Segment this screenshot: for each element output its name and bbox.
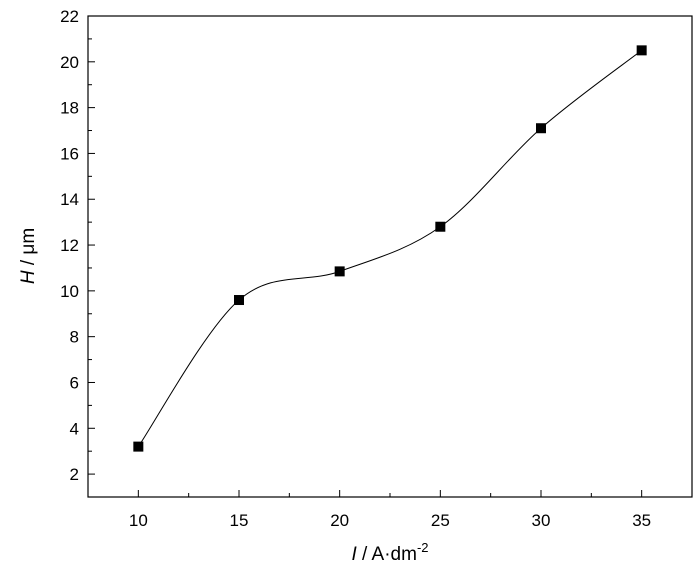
x-tick-label: 10 [129, 511, 148, 530]
y-tick-label: 18 [60, 99, 79, 118]
x-tick-label: 25 [431, 511, 450, 530]
y-tick-label: 6 [70, 373, 79, 392]
y-tick-label: 8 [70, 328, 79, 347]
y-tick-label: 22 [60, 7, 79, 26]
y-tick-label: 14 [60, 190, 79, 209]
y-tick-label: 2 [70, 465, 79, 484]
data-markers [133, 45, 647, 452]
data-point [435, 221, 446, 232]
data-point [133, 441, 144, 452]
y-axis-ticks: 2 4 6 8 10 12 14 16 18 20 22 [60, 7, 95, 498]
x-tick-label: 15 [230, 511, 249, 530]
x-axis-title: I / A·dm-2 [351, 540, 428, 565]
y-tick-label: 4 [70, 419, 79, 438]
y-tick-label: 20 [60, 53, 79, 72]
data-point [636, 45, 647, 56]
plot-frame [87, 15, 693, 498]
y-tick-label: 12 [60, 236, 79, 255]
x-tick-label: 30 [532, 511, 551, 530]
data-point [234, 295, 244, 306]
fit-curve [137, 49, 642, 447]
data-point [334, 266, 345, 277]
y-tick-label: 10 [60, 282, 79, 301]
data-point [536, 123, 546, 134]
x-axis-ticks: 10 15 20 25 30 35 [129, 490, 651, 530]
x-tick-label: 35 [632, 511, 651, 530]
y-axis-title: H / μm [18, 228, 39, 284]
x-tick-label: 20 [330, 511, 349, 530]
y-tick-label: 16 [60, 144, 79, 163]
